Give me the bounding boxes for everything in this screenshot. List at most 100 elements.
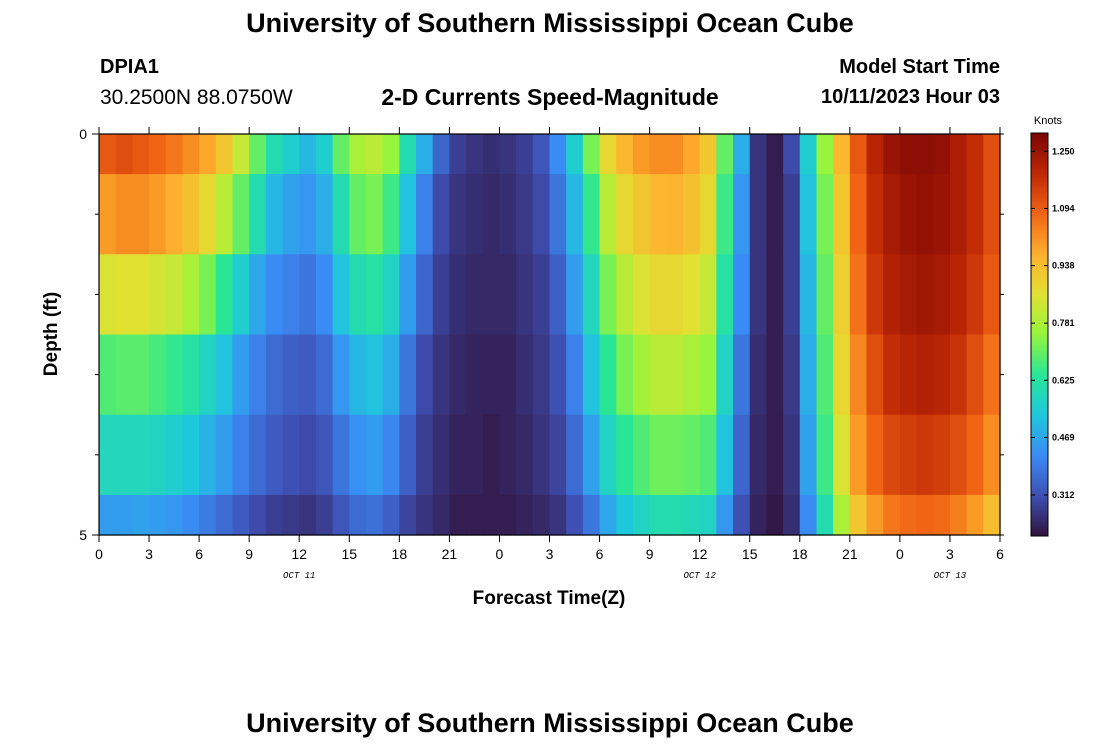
heatmap-cell [416, 134, 434, 175]
heatmap-cell [199, 174, 217, 255]
heatmap-cell [883, 134, 901, 175]
x-tick-label: 18 [392, 546, 408, 562]
heatmap-cell [682, 134, 701, 175]
heatmap-cell [799, 494, 818, 536]
heatmap-cell [549, 254, 567, 336]
heatmap-cell [966, 414, 984, 496]
heatmap-cell [115, 174, 133, 255]
heatmap-cell [883, 174, 901, 255]
y-axis: 05 [79, 126, 1004, 543]
heatmap-cell [299, 254, 317, 336]
heatmap-cell [766, 414, 784, 496]
heatmap-cell [916, 334, 934, 416]
heatmap-cell [349, 414, 367, 496]
x-tick-label: 6 [195, 546, 203, 562]
heatmap-cell [566, 134, 584, 175]
heatmap-cell [466, 254, 484, 336]
heatmap-cell [165, 254, 184, 336]
heatmap-cell [482, 414, 501, 496]
heatmap-cell [883, 254, 901, 336]
heatmap-cell [933, 254, 951, 336]
heatmap-cell [516, 254, 534, 336]
colorbar-tick-label: 0.938 [1052, 261, 1075, 271]
heatmap-cell [382, 254, 400, 336]
colorbar-units: Knots [1034, 115, 1063, 127]
heatmap-cell [399, 334, 417, 416]
heatmap-cell [899, 334, 918, 416]
x-tick-label: 0 [896, 546, 904, 562]
heatmap-cell [99, 134, 117, 175]
heatmap-cell [983, 414, 1001, 496]
heatmap-cell [466, 334, 484, 416]
heatmap-cell [816, 134, 834, 175]
heatmap-cell [99, 174, 117, 255]
x-axis-title: Forecast Time(Z) [473, 588, 626, 609]
heatmap-cell [249, 254, 267, 336]
heatmap-cell [132, 134, 150, 175]
heatmap-cell [716, 254, 734, 336]
heatmap-cell [499, 334, 517, 416]
heatmap-cell [416, 174, 434, 255]
heatmap-cell [733, 334, 751, 416]
heatmap-cell [899, 254, 918, 336]
heatmap-cell [682, 254, 701, 336]
heatmap-cell [866, 134, 884, 175]
heatmap-cell [482, 134, 501, 175]
x-tick-label: 15 [742, 546, 758, 562]
x-tick-label: 15 [341, 546, 357, 562]
heatmap-cell [833, 254, 851, 336]
heatmap-cell [933, 174, 951, 255]
heatmap-cell [616, 414, 634, 496]
heatmap-cell [849, 334, 868, 416]
heatmap-cell [215, 134, 234, 175]
heatmap-cell [432, 254, 450, 336]
heatmap-cell [833, 134, 851, 175]
x-date-label: OCT 11 [283, 571, 315, 581]
colorbar: Knots 1.250 1.094 0.938 0.781 0.625 0.469 0.31… [1030, 115, 1075, 537]
heatmap-cell [432, 494, 450, 536]
heatmap-cell [299, 494, 317, 536]
heatmap-cell [265, 174, 284, 255]
heatmap-cell [749, 174, 768, 255]
heatmap-cell [983, 134, 1001, 175]
heatmap-cell [632, 174, 651, 255]
heatmap-cell [899, 134, 918, 175]
heatmap-cell [733, 414, 751, 496]
heatmap-cell [99, 334, 117, 416]
heatmap-cell [215, 494, 234, 536]
heatmap-cell [666, 334, 684, 416]
heatmap-cell [532, 174, 551, 255]
heatmap-cell [616, 494, 634, 536]
heatmap-cell [766, 174, 784, 255]
heatmap-cell [966, 254, 984, 336]
heatmap-cell [966, 334, 984, 416]
heatmap-cell [582, 174, 601, 255]
heatmap-cell [299, 334, 317, 416]
heatmap-cell [849, 494, 868, 536]
heatmap-cell [232, 494, 250, 536]
heatmap-cell [666, 494, 684, 536]
heatmap-cell [466, 414, 484, 496]
colorbar-ticks: 1.250 1.094 0.938 0.781 0.625 0.469 0.312 [1031, 146, 1075, 500]
heatmap-cell [866, 494, 884, 536]
heatmap-cell [516, 414, 534, 496]
heatmap-cell [599, 134, 617, 175]
heatmap-cell [132, 174, 150, 255]
heatmap-cell [916, 494, 934, 536]
heatmap-cell [949, 334, 968, 416]
heatmap-cell [249, 494, 267, 536]
heatmap-cell [949, 254, 968, 336]
heatmap-cell [582, 494, 601, 536]
heatmap-cell [149, 174, 167, 255]
heatmap-cell [866, 174, 884, 255]
heatmap-cell [733, 134, 751, 175]
heatmap-cell [783, 254, 801, 336]
heatmap-cell [666, 174, 684, 255]
heatmap-cell [866, 334, 884, 416]
heatmap-cell [299, 174, 317, 255]
heatmap-cell [799, 254, 818, 336]
heatmap-cell [315, 334, 334, 416]
heatmap-cell [449, 134, 467, 175]
heatmap-cell [699, 334, 717, 416]
heatmap-cell [682, 174, 701, 255]
